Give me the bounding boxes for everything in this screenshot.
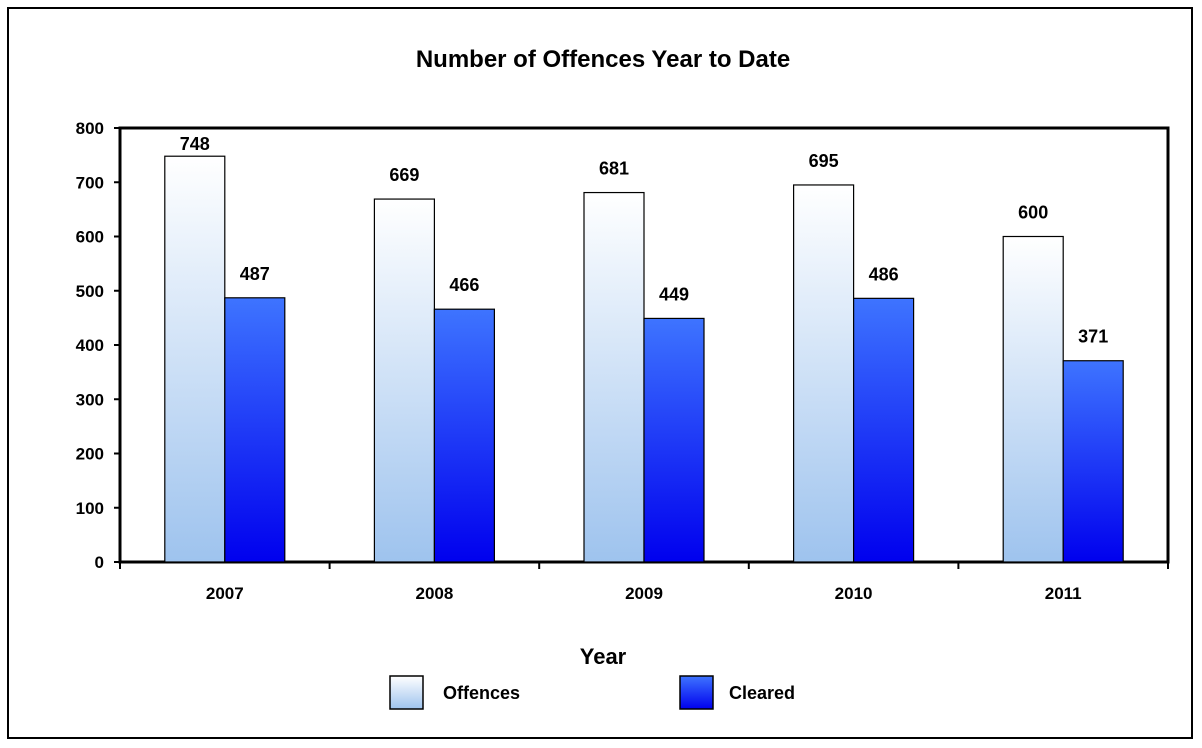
- x-axis-title: Year: [580, 644, 627, 669]
- data-label-cleared-2010: 486: [869, 264, 899, 284]
- y-tick-label: 300: [76, 390, 104, 409]
- data-label-offences-2009: 681: [599, 159, 629, 179]
- bar-offences-2010: [792, 184, 855, 563]
- x-tick-label: 2011: [1045, 584, 1082, 603]
- data-label-cleared-2011: 371: [1078, 327, 1108, 347]
- data-label-offences-2010: 695: [809, 151, 839, 171]
- x-tick-label: 2008: [415, 584, 453, 603]
- chart-title: Number of Offences Year to Date: [416, 46, 790, 73]
- legend-swatch-offences: [389, 675, 424, 710]
- data-label-cleared-2009: 449: [659, 284, 689, 304]
- data-label-offences-2011: 600: [1018, 203, 1048, 223]
- x-tick-label: 2007: [206, 584, 244, 603]
- bar-offences-2009: [583, 191, 645, 563]
- data-label-offences-2007: 748: [180, 134, 210, 154]
- x-tick-label: 2010: [835, 584, 873, 603]
- legend-swatch-cleared: [679, 675, 714, 710]
- y-tick-label: 600: [76, 228, 104, 247]
- y-tick-label: 200: [76, 445, 104, 464]
- bar-cleared-2010: [852, 297, 915, 563]
- bar-offences-2007: [164, 155, 226, 563]
- bar-offences-2008: [373, 198, 435, 563]
- y-tick-label: 400: [76, 336, 104, 355]
- bar-cleared-2008: [433, 308, 495, 563]
- legend: Offences Cleared: [389, 675, 795, 710]
- data-label-cleared-2007: 487: [240, 264, 270, 284]
- data-label-cleared-2008: 466: [449, 275, 479, 295]
- bars: [164, 155, 1124, 563]
- legend-label-cleared: Cleared: [729, 683, 795, 703]
- data-labels: 748 487 669 466 681 449 695 486 600 371: [180, 134, 1108, 347]
- y-tick-label: 0: [95, 553, 104, 572]
- y-tick-label: 100: [76, 499, 104, 518]
- data-label-offences-2008: 669: [389, 165, 419, 185]
- y-axis: 0 100 200 300 400 500 600 700 800: [76, 119, 120, 572]
- x-tick-label: 2009: [625, 584, 663, 603]
- bar-offences-2011: [1002, 235, 1064, 563]
- y-tick-label: 500: [76, 282, 104, 301]
- x-axis: 2007 2008 2009 2010 2011: [119, 562, 1169, 603]
- legend-label-offences: Offences: [443, 683, 520, 703]
- y-tick-label: 700: [76, 173, 104, 192]
- y-tick-label: 800: [76, 119, 104, 138]
- bar-cleared-2011: [1062, 360, 1124, 563]
- bar-cleared-2007: [224, 297, 286, 563]
- bar-cleared-2009: [643, 317, 705, 563]
